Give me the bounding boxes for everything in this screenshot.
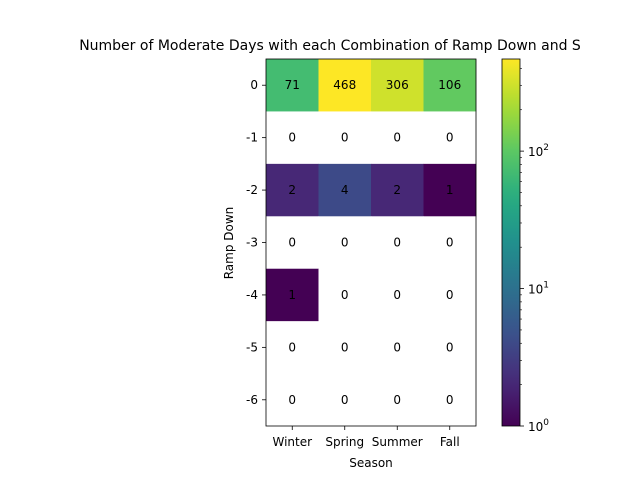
x-axis-label: Season [349,456,393,470]
y-tick-label: -2 [246,183,258,197]
cell-value-label: 0 [393,131,401,145]
cell-value-label: 468 [333,78,356,92]
cell-value-label: 0 [446,131,454,145]
cell-value-label: 0 [446,288,454,302]
x-tick-label: Fall [440,435,460,449]
cell-value-label: 2 [288,183,296,197]
cell-value-labels: 71 468 306 106 0 0 0 0 2 4 2 1 0 0 0 0 1 0 0 0 0 0 0 0 0 0 0 0 [285,78,462,407]
cell-value-label: 106 [438,78,461,92]
x-tick-label: Summer [372,435,423,449]
heatmap-cell [318,111,372,165]
colorbar [501,58,521,427]
cell-value-label: 0 [288,340,296,354]
y-tick-label: 0 [250,78,258,92]
heatmap-cell [266,163,319,217]
y-tick-label: -1 [246,131,258,145]
cell-value-label: 0 [393,236,401,250]
heatmap-cell [318,59,372,112]
cell-value-label: 71 [285,78,300,92]
x-tick-label: Winter [272,435,312,449]
cell-value-label: 0 [446,236,454,250]
cell-value-label: 306 [386,78,409,92]
cell-value-label: 0 [341,340,349,354]
y-axis-ticks: 0 -1 -2 -3 -4 -5 -6 [246,78,266,407]
heatmap-cell [266,268,319,322]
cell-value-label: 0 [288,131,296,145]
colorbar-tick-label: 101 [528,281,549,297]
heatmap-cell [371,111,424,165]
heatmap-cell [371,163,424,217]
heatmap-cell [371,268,424,322]
heatmap-cell [423,111,477,165]
heatmap-cell [266,321,319,374]
heatmap-cell [266,216,319,270]
heatmap-cell [266,373,319,427]
chart-title: Number of Moderate Days with each Combin… [79,38,581,54]
cell-value-label: 0 [341,393,349,407]
heatmap-cell [318,163,372,217]
heatmap-cell [318,321,372,374]
heatmap-cell [371,59,424,112]
cell-value-label: 2 [393,183,401,197]
heatmap-cell [423,321,477,374]
x-tick-label: Spring [325,435,364,449]
cell-value-label: 0 [393,393,401,407]
cell-value-label: 0 [341,131,349,145]
colorbar-tick-label: 100 [528,418,549,434]
heatmap-cell [423,163,477,217]
cell-value-label: 0 [341,236,349,250]
heatmap-cell [318,373,372,427]
cell-value-label: 0 [288,236,296,250]
y-axis-label: Ramp Down [222,207,236,280]
heatmap-cell [371,321,424,374]
heatmap-cell [266,59,319,112]
y-tick-label: -5 [246,340,258,354]
cell-value-label: 0 [288,393,296,407]
x-axis-ticks: Winter Spring Summer Fall [272,426,460,449]
y-tick-label: -4 [246,288,258,302]
cell-value-label: 4 [341,183,349,197]
heatmap-cell [371,216,424,270]
cell-value-label: 1 [446,183,454,197]
colorbar-ticks: 100 101 102 [520,68,549,434]
cell-value-label: 0 [446,340,454,354]
y-tick-label: -6 [246,393,258,407]
colorbar-tick-label: 102 [528,143,549,159]
cell-value-label: 0 [446,393,454,407]
cell-value-label: 0 [393,340,401,354]
heatmap-cell [318,268,372,322]
heatmap-cell [423,59,477,112]
y-tick-label: -3 [246,236,258,250]
heatmap-cell [318,216,372,270]
cell-value-label: 1 [288,288,296,302]
heatmap-cell [423,373,477,427]
heatmap-cell [266,111,319,165]
heatmap-cell [423,216,477,270]
heatmap-cells [266,59,477,427]
heatmap-cell [423,268,477,322]
cell-value-label: 0 [341,288,349,302]
heatmap-cell [371,373,424,427]
cell-value-label: 0 [393,288,401,302]
